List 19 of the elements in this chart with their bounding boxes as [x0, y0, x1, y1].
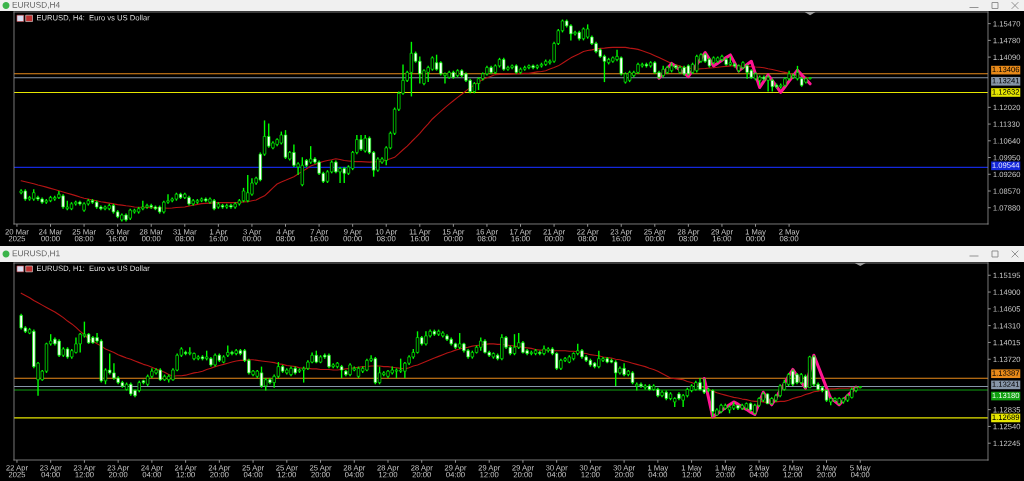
line-series: [657, 50, 812, 94]
candlestick: [259, 365, 264, 389]
candlestick: [141, 200, 145, 211]
chart-title: EURUSD,H1: [12, 250, 60, 258]
line-series: [20, 46, 811, 209]
candlestick: [418, 55, 422, 85]
candlestick: [78, 332, 82, 354]
candlestick: [246, 174, 250, 203]
candlestick: [415, 330, 420, 355]
chart-title: EURUSD,H4: [12, 1, 60, 9]
candlestick: [188, 346, 192, 356]
candlestick: [300, 156, 304, 187]
candlestick: [283, 129, 288, 160]
candlestick: [500, 333, 504, 362]
candlestick: [766, 74, 770, 93]
candlestick: [409, 41, 414, 98]
candlestick: [373, 356, 378, 385]
candlestick: [614, 359, 618, 387]
candlestick: [512, 333, 517, 356]
